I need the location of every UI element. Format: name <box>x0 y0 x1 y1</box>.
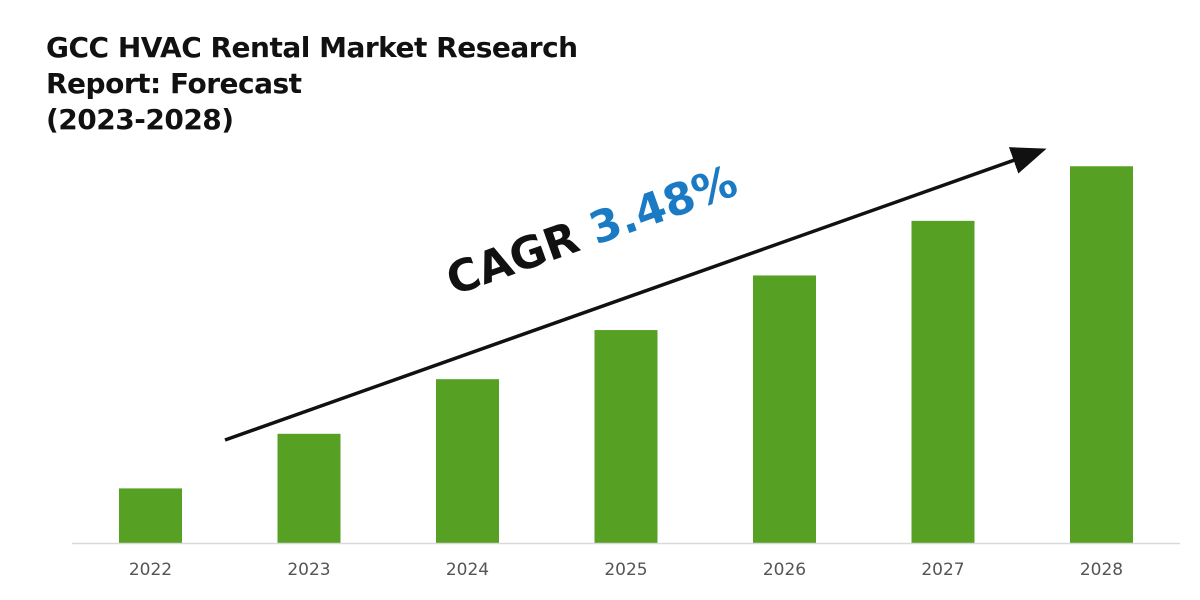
chart-title: GCC HVAC Rental Market Research Report: … <box>46 30 578 138</box>
bar-2028 <box>1070 166 1133 543</box>
x-tick-label: 2022 <box>129 560 172 580</box>
x-tick-label: 2026 <box>763 560 806 580</box>
title-line-1: GCC HVAC Rental Market Research <box>46 31 578 64</box>
bar-2024 <box>436 379 499 543</box>
trend-arrow <box>224 147 1047 442</box>
x-tick-label: 2023 <box>287 560 330 580</box>
bar-2026 <box>753 275 816 543</box>
x-tick-label: 2025 <box>604 560 647 580</box>
bar-2025 <box>594 330 658 543</box>
title-line-3: (2023-2028) <box>46 103 234 136</box>
bar-2027 <box>911 220 975 544</box>
bar-2022 <box>119 488 182 543</box>
title-line-2: Report: Forecast <box>46 67 302 100</box>
x-tick-label: 2024 <box>446 560 489 580</box>
x-tick-label: 2028 <box>1080 560 1123 580</box>
x-tick-label: 2027 <box>921 560 964 580</box>
bar-2023 <box>277 433 341 543</box>
